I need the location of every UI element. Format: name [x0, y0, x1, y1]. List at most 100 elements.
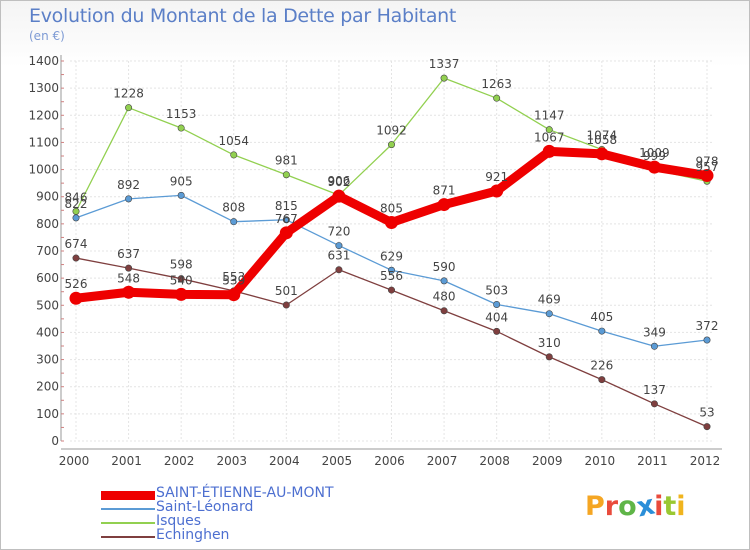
data-label: 590 — [433, 260, 456, 274]
data-point-2 — [125, 104, 133, 112]
data-point-1 — [125, 195, 133, 203]
data-label: 556 — [380, 269, 403, 283]
y-tick-label: 1000 — [28, 163, 59, 177]
data-point-1 — [440, 277, 448, 285]
data-point-0 — [69, 291, 83, 305]
y-tick-label: 600 — [36, 271, 59, 285]
legend-swatch — [101, 536, 155, 538]
data-label: 1067 — [534, 130, 565, 144]
legend-label: SAINT-ÉTIENNE-AU-MONT — [156, 485, 334, 501]
data-label: 1263 — [481, 77, 512, 91]
data-point-3 — [440, 307, 448, 315]
x-tick-label: 2009 — [532, 454, 563, 468]
data-label: 902 — [327, 175, 350, 189]
data-point-0 — [227, 288, 241, 302]
data-point-2 — [440, 74, 448, 82]
y-tick-label: 400 — [36, 325, 59, 339]
data-point-3 — [545, 353, 553, 361]
data-point-3 — [335, 266, 343, 274]
data-label: 1228 — [113, 87, 144, 101]
data-point-0 — [700, 169, 714, 183]
y-tick-label: 1400 — [28, 54, 59, 68]
legend-label: Echinghen — [156, 527, 230, 543]
data-point-0 — [385, 216, 398, 229]
legend-swatch — [101, 522, 155, 524]
data-point-0 — [332, 189, 346, 203]
data-label: 978 — [696, 155, 719, 169]
data-label: 1147 — [534, 109, 565, 123]
data-label: 540 — [170, 273, 193, 287]
data-point-2 — [545, 126, 553, 134]
data-label: 815 — [275, 199, 298, 213]
data-label: 548 — [117, 271, 140, 285]
x-tick-label: 2007 — [427, 454, 458, 468]
data-point-2 — [177, 124, 185, 132]
data-label: 1153 — [166, 107, 197, 121]
data-label: 767 — [275, 212, 298, 226]
data-label: 1092 — [376, 124, 407, 138]
data-point-1 — [282, 216, 290, 224]
data-point-3 — [177, 275, 185, 283]
data-point-0 — [542, 144, 556, 158]
legend-swatch — [101, 490, 155, 500]
data-label: 999 — [643, 149, 666, 163]
y-tick-label: 1300 — [28, 81, 59, 95]
legend-label: Isques — [156, 513, 202, 529]
x-tick-label: 2004 — [269, 454, 300, 468]
data-label: 1054 — [218, 134, 249, 148]
data-label: 805 — [380, 202, 403, 216]
data-label: 808 — [222, 201, 245, 215]
x-tick-label: 2002 — [164, 454, 195, 468]
chart-subtitle: (en €) — [29, 29, 65, 43]
data-label: 871 — [433, 184, 456, 198]
y-tick-label: 500 — [36, 298, 59, 312]
data-point-2 — [72, 207, 80, 215]
data-point-3 — [493, 327, 501, 335]
x-tick-label: 2005 — [322, 454, 353, 468]
data-label: 405 — [590, 310, 613, 324]
data-label: 226 — [590, 359, 613, 373]
data-label: 637 — [117, 247, 140, 261]
data-label: 503 — [485, 283, 508, 297]
data-label: 1337 — [429, 57, 460, 71]
data-point-1 — [493, 300, 501, 308]
data-label: 469 — [538, 293, 561, 307]
data-label: 1074 — [587, 128, 618, 142]
data-point-2 — [493, 94, 501, 102]
x-tick-label: 2006 — [374, 454, 405, 468]
x-tick-label: 2008 — [479, 454, 510, 468]
data-label: 846 — [65, 190, 88, 204]
data-point-0 — [595, 147, 609, 161]
data-point-3 — [387, 286, 395, 294]
data-point-3 — [72, 254, 80, 262]
data-point-2 — [230, 151, 238, 159]
x-tick-label: 2003 — [216, 454, 247, 468]
data-label: 501 — [275, 284, 298, 298]
data-label: 957 — [696, 160, 719, 174]
data-label: 674 — [65, 237, 88, 251]
data-label: 906 — [327, 174, 350, 188]
y-tick-label: 100 — [36, 407, 59, 421]
data-point-1 — [230, 218, 238, 226]
y-tick-label: 200 — [36, 380, 59, 394]
data-point-1 — [598, 327, 606, 335]
y-tick-label: 1200 — [28, 108, 59, 122]
data-point-1 — [177, 191, 185, 199]
y-tick-label: 0 — [51, 434, 59, 448]
data-point-0 — [174, 287, 188, 301]
data-label: 372 — [696, 319, 719, 333]
legend-label: Saint-Léonard — [156, 499, 254, 515]
data-point-1 — [387, 266, 395, 274]
data-label: 310 — [538, 336, 561, 350]
data-label: 349 — [643, 325, 666, 339]
data-label: 720 — [327, 225, 350, 239]
data-point-2 — [282, 171, 290, 179]
y-tick-label: 900 — [36, 190, 59, 204]
data-label: 905 — [170, 174, 193, 188]
data-label: 1058 — [587, 133, 618, 147]
data-label: 53 — [699, 406, 714, 420]
data-label: 404 — [485, 310, 508, 324]
data-point-1 — [650, 342, 658, 350]
data-point-3 — [598, 376, 606, 384]
